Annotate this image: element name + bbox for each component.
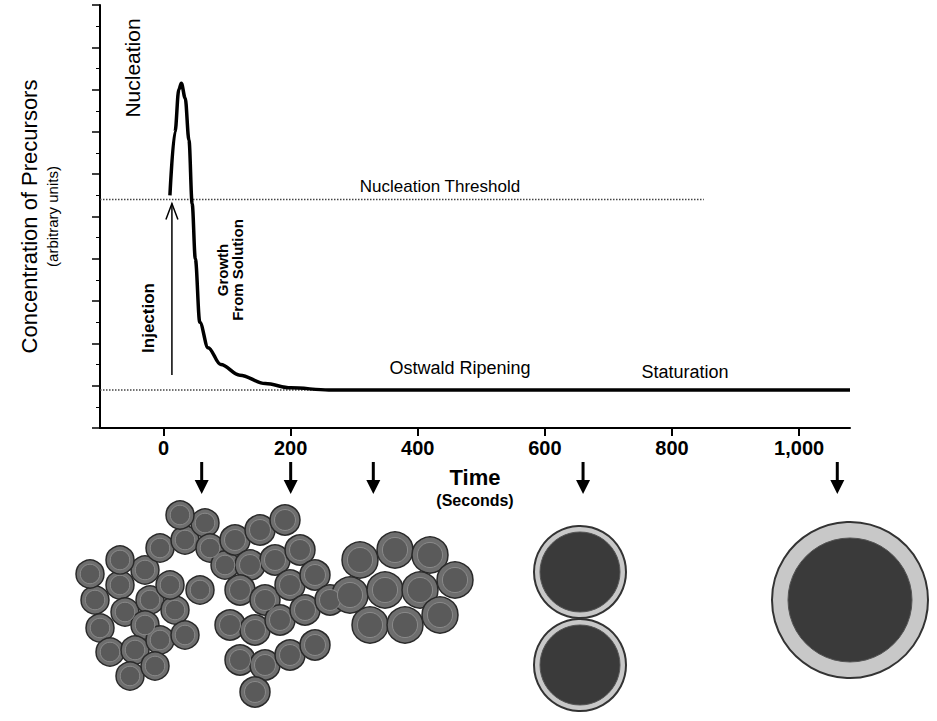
- svg-text:Staturation: Staturation: [641, 362, 728, 382]
- svg-text:800: 800: [655, 437, 688, 459]
- svg-text:200: 200: [274, 437, 307, 459]
- svg-text:0: 0: [158, 437, 169, 459]
- svg-text:400: 400: [401, 437, 434, 459]
- svg-text:Time: Time: [450, 465, 501, 490]
- svg-text:Injection: Injection: [139, 283, 158, 353]
- svg-text:Ostwald Ripening: Ostwald Ripening: [389, 358, 530, 378]
- svg-text:600: 600: [528, 437, 561, 459]
- svg-text:1,000: 1,000: [774, 437, 824, 459]
- svg-text:Nucleation Threshold: Nucleation Threshold: [360, 177, 520, 196]
- svg-text:Concentration of Precursors: Concentration of Precursors: [17, 80, 42, 354]
- svg-text:Growth: Growth: [214, 243, 231, 297]
- svg-text:From Solution: From Solution: [229, 219, 246, 321]
- svg-text:(Seconds): (Seconds): [436, 492, 513, 509]
- svg-text:Nucleation: Nucleation: [121, 18, 144, 117]
- svg-text:(arbitrary units): (arbitrary units): [44, 166, 61, 267]
